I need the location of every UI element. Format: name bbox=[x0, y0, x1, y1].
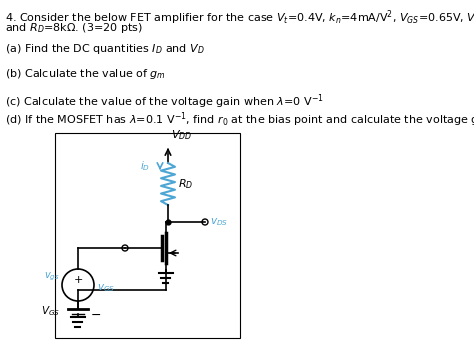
Bar bbox=[55, 133, 240, 338]
Text: and $R_D$=8k$\Omega$. (3=20 pts): and $R_D$=8k$\Omega$. (3=20 pts) bbox=[5, 21, 143, 35]
Text: $-$: $-$ bbox=[90, 307, 101, 320]
Text: $v_{gs}$: $v_{gs}$ bbox=[44, 271, 59, 283]
Text: (d) If the MOSFET has $\lambda$=0.1 V$^{-1}$, find $r_0$ at the bias point and c: (d) If the MOSFET has $\lambda$=0.1 V$^{… bbox=[5, 110, 474, 129]
Text: $v_{DS}$: $v_{DS}$ bbox=[210, 216, 228, 228]
Text: $i_D$: $i_D$ bbox=[140, 159, 150, 173]
Text: +: + bbox=[73, 275, 82, 285]
Text: $v_{GS}$: $v_{GS}$ bbox=[97, 282, 115, 294]
Text: (a) Find the DC quantities $I_D$ and $V_D$: (a) Find the DC quantities $I_D$ and $V_… bbox=[5, 42, 205, 56]
Text: (b) Calculate the value of $g_m$: (b) Calculate the value of $g_m$ bbox=[5, 67, 166, 81]
Text: (c) Calculate the value of the voltage gain when $\lambda$=0 V$^{-1}$: (c) Calculate the value of the voltage g… bbox=[5, 92, 324, 110]
Text: $V_{DD}$: $V_{DD}$ bbox=[171, 128, 192, 142]
Text: 4. Consider the below FET amplifier for the case $V_t$=0.4V, $k_n$=4mA/V$^2$, $V: 4. Consider the below FET amplifier for … bbox=[5, 8, 474, 27]
Text: $V_{GS}$: $V_{GS}$ bbox=[41, 304, 60, 318]
Text: $R_D$: $R_D$ bbox=[178, 177, 193, 191]
